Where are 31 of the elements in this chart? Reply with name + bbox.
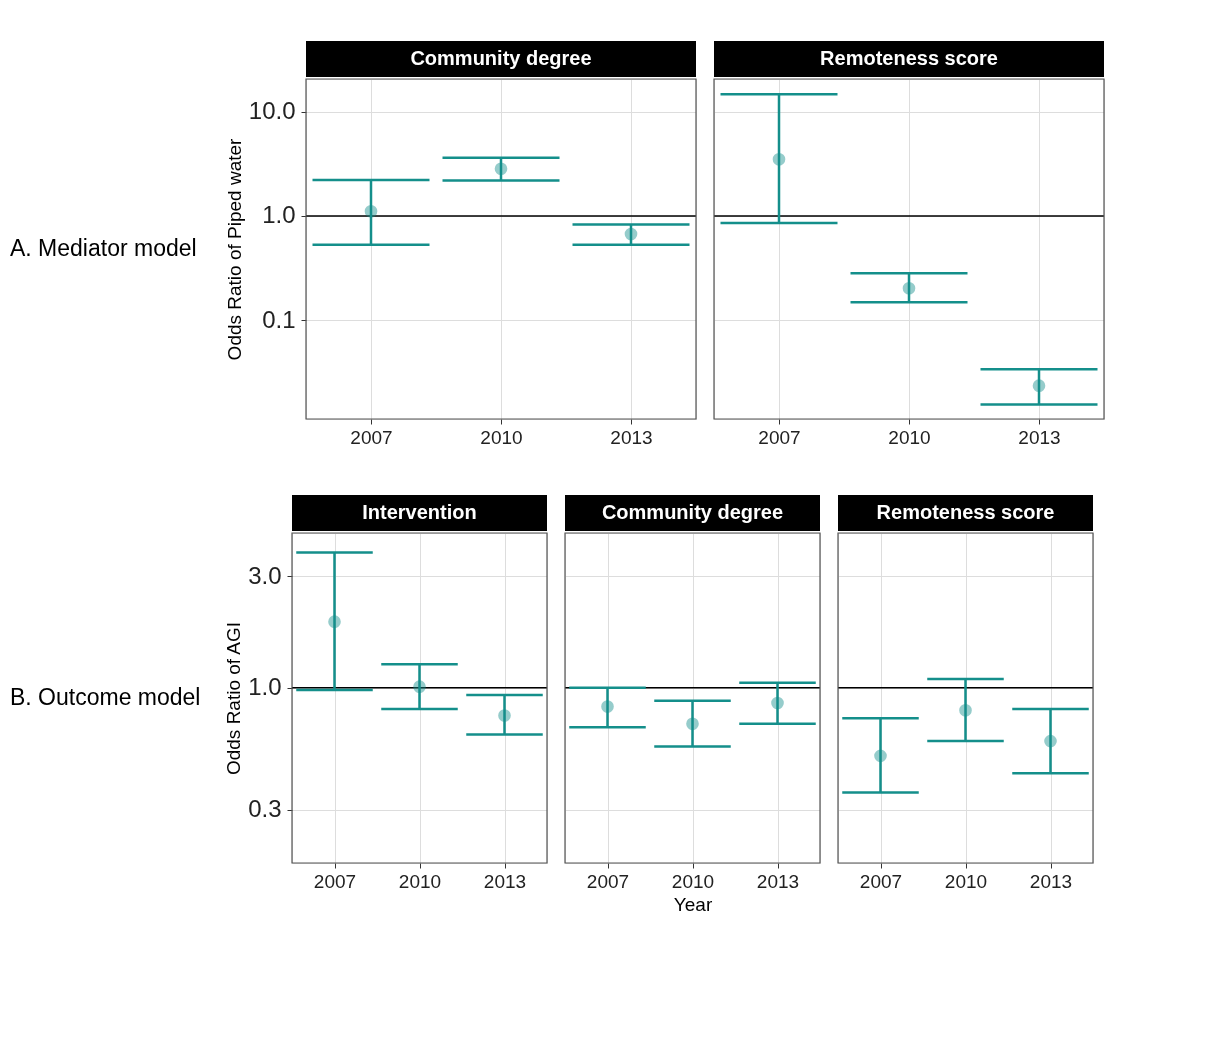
x-tick-label: 2013	[756, 870, 800, 892]
x-tick-label: 2010	[480, 426, 523, 448]
x-tick-label: 2010	[398, 870, 442, 892]
chart-title: Community degree	[410, 47, 592, 69]
y-tick-label: 0.1	[262, 305, 296, 333]
y-tick-label: 1.0	[248, 673, 282, 701]
x-tick-label: 2007	[350, 426, 393, 448]
x-tick-label: 2007	[859, 870, 903, 892]
chart-title: Intervention	[362, 501, 477, 523]
x-axis-title: Year	[673, 893, 713, 915]
x-tick-label: 2013	[1018, 426, 1061, 448]
x-tick-label: 2013	[483, 870, 527, 892]
y-tick-label: 10.0	[248, 97, 296, 125]
y-axis-title: Odds Ratio of Piped water	[223, 137, 245, 361]
x-tick-label: 2007	[586, 870, 630, 892]
chart-title: Remoteness score	[820, 47, 998, 69]
y-tick-label: 1.0	[262, 201, 296, 229]
x-tick-label: 2007	[313, 870, 357, 892]
chart-title: Community degree	[601, 501, 784, 523]
x-tick-label: 2013	[610, 426, 653, 448]
x-tick-label: 2007	[758, 426, 801, 448]
y-axis-title: Odds Ratio of AGI	[223, 621, 245, 776]
y-tick-label: 3.0	[248, 561, 282, 589]
y-tick-label: 0.3	[248, 795, 282, 823]
x-tick-label: 2013	[1029, 870, 1073, 892]
text: B. Outcome model	[10, 684, 201, 710]
x-tick-label: 2010	[671, 870, 715, 892]
text: A. Mediator model	[10, 235, 197, 261]
x-tick-label: 2010	[888, 426, 931, 448]
x-tick-label: 2010	[944, 870, 988, 892]
chart-title: Remoteness score	[876, 501, 1055, 523]
